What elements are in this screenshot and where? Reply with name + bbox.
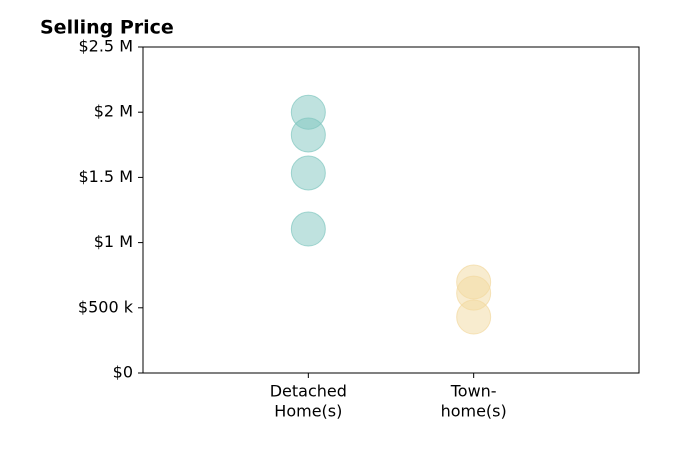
point xyxy=(290,117,326,153)
x-tick-label: Town- xyxy=(450,382,497,401)
point xyxy=(290,155,326,191)
y-tick-label: $1 M xyxy=(94,232,133,251)
y-tick-label: $1.5 M xyxy=(78,167,133,186)
point xyxy=(290,211,326,247)
y-tick-label: $2.5 M xyxy=(78,37,133,56)
y-tick-label: $0 xyxy=(113,363,133,382)
plot-frame xyxy=(142,46,640,374)
y-tick-label: $2 M xyxy=(94,102,133,121)
x-tick-label: home(s) xyxy=(441,402,507,421)
chart-title: Selling Price xyxy=(40,17,174,39)
x-tick-label: Detached xyxy=(270,382,347,401)
x-tick-label: Home(s) xyxy=(274,402,342,421)
y-tick-label: $500 k xyxy=(78,297,134,316)
point xyxy=(456,299,492,335)
